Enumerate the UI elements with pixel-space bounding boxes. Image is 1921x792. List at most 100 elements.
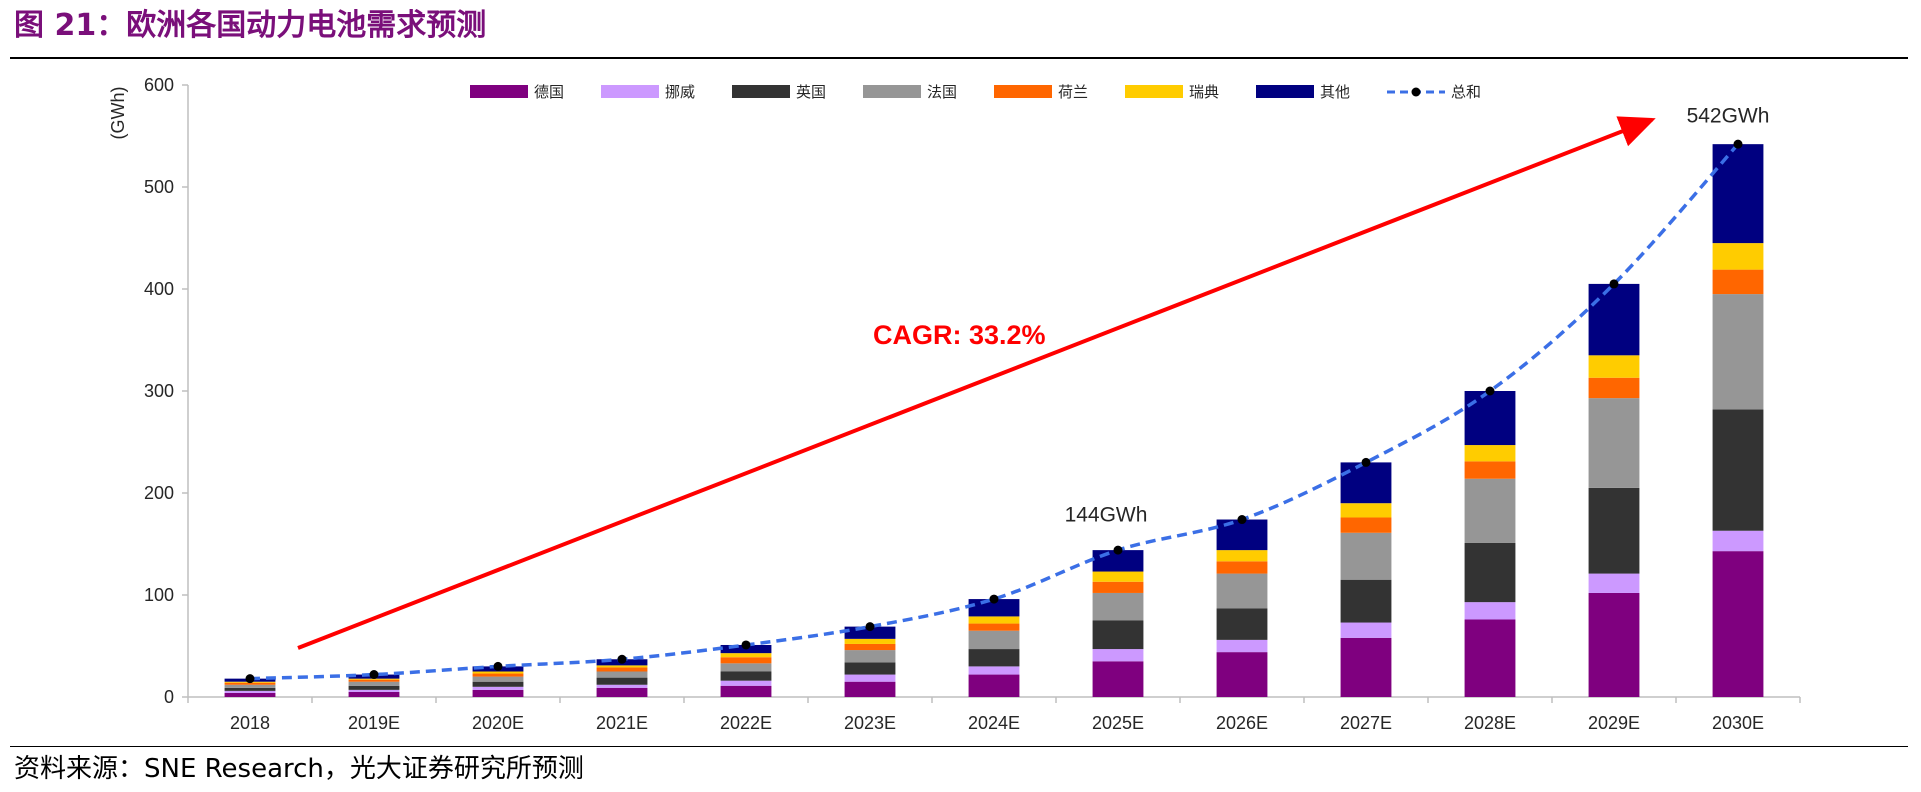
bar-segment: [596, 667, 648, 672]
bar-segment: [844, 650, 896, 663]
y-tick-label: 0: [164, 687, 174, 707]
chart-legend: 德国 挪威 英国 法国 荷兰 瑞典 其他 总和: [470, 83, 1481, 101]
x-tick-label: 2027E: [1340, 713, 1392, 733]
bar-segment: [472, 686, 524, 690]
total-marker: [1485, 386, 1495, 396]
bar-segment: [1216, 639, 1268, 653]
bar-segment: [1216, 608, 1268, 640]
bar-segment: [472, 673, 524, 677]
bar-segment: [844, 638, 896, 644]
legend-swatch: [863, 85, 921, 98]
bar-segment: [1464, 391, 1516, 446]
bar-segment: [596, 665, 648, 668]
bar-segment: [1588, 377, 1640, 399]
y-tick-label: 200: [144, 483, 174, 503]
legend-swatch: [470, 85, 528, 98]
bar-segment: [720, 657, 772, 664]
bar-segment: [1092, 571, 1144, 582]
bar-segment: [1588, 573, 1640, 593]
bar-segment: [1712, 243, 1764, 270]
legend-label: 挪威: [665, 83, 695, 101]
y-tick-label: 600: [144, 75, 174, 95]
total-marker: [369, 670, 379, 680]
bar-segment: [348, 689, 400, 692]
bar-segment: [1340, 579, 1392, 623]
x-tick-label: 2018: [230, 713, 270, 733]
bar-segment: [1712, 530, 1764, 552]
bar-segment: [1588, 355, 1640, 378]
total-line-group: [245, 139, 1743, 684]
y-tick-label: 300: [144, 381, 174, 401]
y-axis-title: (GWh): [108, 87, 128, 140]
legend-swatch: [732, 85, 790, 98]
total-marker: [1237, 515, 1247, 525]
bar-segment: [1092, 620, 1144, 650]
bar-segment: [472, 689, 524, 697]
cagr-arrow: [297, 116, 1656, 650]
bar-segment: [1464, 542, 1516, 603]
bar-segment: [596, 684, 648, 688]
bar-segment: [1464, 619, 1516, 697]
total-marker: [1609, 279, 1619, 289]
annotation-2030: 542GWh: [1687, 105, 1770, 128]
bar-segment: [224, 692, 276, 697]
bar-segment: [224, 684, 276, 688]
bar-segment: [720, 680, 772, 686]
bar-segment: [720, 653, 772, 658]
legend-label: 瑞典: [1189, 83, 1219, 101]
bar-segment: [596, 671, 648, 678]
bar-segment: [1712, 409, 1764, 531]
bar-segment: [1216, 652, 1268, 697]
bar-segment: [844, 643, 896, 651]
figure-title: 图 21：欧洲各国动力电池需求预测: [14, 8, 487, 43]
total-marker: [245, 674, 255, 684]
bar-segment: [1340, 622, 1392, 638]
x-tick-label: 2028E: [1464, 713, 1516, 733]
total-marker: [989, 594, 999, 604]
bar-segment: [1092, 592, 1144, 621]
bar-segment: [1092, 649, 1144, 662]
bar-segment: [348, 678, 400, 680]
source-note: 资料来源：SNE Research，光大证券研究所预测: [14, 754, 584, 784]
x-tick-label: 2023E: [844, 713, 896, 733]
bar-segment: [1092, 581, 1144, 593]
legend-label: 德国: [534, 83, 564, 101]
x-tick-label: 2019E: [348, 713, 400, 733]
bar-segment: [596, 677, 648, 685]
bar-segment: [1588, 398, 1640, 488]
y-tick-label: 400: [144, 279, 174, 299]
y-tick-label: 100: [144, 585, 174, 605]
x-tick-label: 2026E: [1216, 713, 1268, 733]
bar-segment: [1340, 517, 1392, 533]
bar-segment: [720, 671, 772, 681]
bar-segment: [1464, 478, 1516, 543]
bar-segment: [472, 676, 524, 682]
bar-segment: [472, 671, 524, 674]
legend-line-marker: [1411, 87, 1421, 97]
cagr-label: CAGR: 33.2%: [873, 320, 1046, 350]
bar-segment: [1464, 461, 1516, 479]
bar-segment: [224, 690, 276, 693]
bar-segment: [1588, 487, 1640, 574]
title-rule: [10, 57, 1908, 59]
x-tick-label: 2029E: [1588, 713, 1640, 733]
legend-label: 荷兰: [1058, 83, 1088, 101]
bar-segment: [1588, 592, 1640, 697]
bar-segment: [1216, 573, 1268, 609]
bar-segment: [1464, 445, 1516, 462]
bar-segment: [348, 685, 400, 690]
legend-label: 法国: [927, 83, 957, 101]
bar-segment: [1712, 551, 1764, 697]
legend-swatch: [601, 85, 659, 98]
x-tick-label: 2020E: [472, 713, 524, 733]
legend-swatch: [1125, 85, 1183, 98]
bar-segment: [596, 687, 648, 697]
bar-segment: [472, 681, 524, 687]
bar-segment: [1340, 503, 1392, 518]
bar-segment: [1216, 561, 1268, 574]
total-marker: [865, 622, 875, 632]
bar-segment: [968, 666, 1020, 675]
bar-segment: [1092, 661, 1144, 697]
bar-segment: [1712, 294, 1764, 410]
